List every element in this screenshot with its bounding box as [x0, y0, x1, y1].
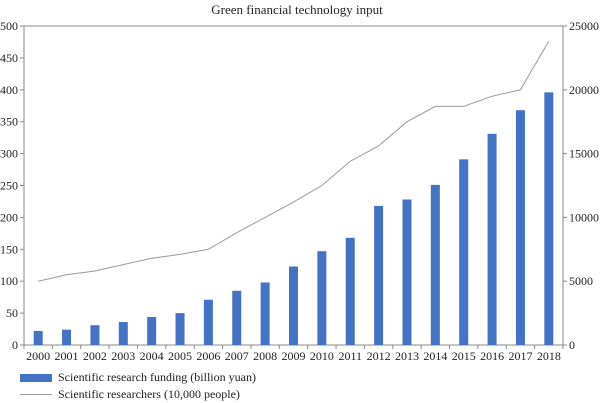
left-tick-label-200: 200: [0, 210, 18, 224]
bar-2014: [430, 184, 440, 345]
x-tick-label-2014: 2014: [423, 349, 447, 363]
legend-swatch-line: [20, 394, 52, 395]
left-tick-label-50: 50: [6, 306, 18, 320]
bar-2002: [90, 325, 100, 345]
left-tick-label-300: 300: [0, 147, 18, 161]
right-tick-label-15000: 15000: [569, 147, 599, 161]
x-tick-label-2010: 2010: [310, 349, 334, 363]
bar-2018: [544, 92, 554, 346]
chart-title: Green financial technology input: [211, 2, 383, 17]
bar-series: [33, 92, 554, 346]
bar-2008: [260, 282, 270, 345]
bar-2015: [459, 159, 469, 345]
bar-2013: [402, 199, 412, 345]
left-tick-label-150: 150: [0, 242, 18, 256]
x-tick-label-2006: 2006: [196, 349, 220, 363]
right-axis: 0 5000 10000 15000 20000 25000: [563, 19, 599, 352]
right-tick-label-0: 0: [569, 338, 575, 352]
bar-2007: [232, 290, 242, 345]
x-tick-label-2018: 2018: [537, 349, 561, 363]
x-tick-label-2004: 2004: [140, 349, 164, 363]
right-tick-label-5000: 5000: [569, 274, 593, 288]
x-tick-label-2007: 2007: [225, 349, 249, 363]
left-tick-label-350: 350: [0, 115, 18, 129]
x-tick-label-2013: 2013: [395, 349, 419, 363]
right-tick-label-10000: 10000: [569, 210, 599, 224]
x-tick-label-2011: 2011: [338, 349, 362, 363]
left-tick-label-100: 100: [0, 274, 18, 288]
left-tick-label-250: 250: [0, 179, 18, 193]
left-tick-label-450: 450: [0, 51, 18, 65]
legend-label-funding: Scientific research funding (billion yua…: [58, 370, 256, 384]
right-tick-label-20000: 20000: [569, 83, 599, 97]
bar-2010: [317, 251, 327, 345]
legend: Scientific research funding (billion yua…: [20, 369, 256, 403]
bar-2003: [118, 322, 128, 345]
x-tick-label-2009: 2009: [282, 349, 306, 363]
bar-2005: [175, 313, 185, 345]
researchers-line: [38, 41, 550, 282]
bar-2001: [62, 329, 72, 345]
bar-2009: [289, 266, 298, 345]
x-tick-label-2012: 2012: [367, 349, 391, 363]
legend-item-funding: Scientific research funding (billion yua…: [20, 369, 256, 386]
left-tick-label-0: 0: [12, 338, 18, 352]
legend-item-researchers: Scientific researchers (10,000 people): [20, 386, 256, 403]
x-tick-label-2002: 2002: [83, 349, 107, 363]
left-tick-label-500: 500: [0, 19, 18, 33]
bar-2017: [515, 110, 525, 345]
x-tick-label-2000: 2000: [26, 349, 50, 363]
bar-2000: [33, 330, 43, 345]
line-series: [38, 41, 550, 282]
x-tick-label-2005: 2005: [168, 349, 192, 363]
x-tick-label-2003: 2003: [111, 349, 135, 363]
legend-swatch-bar: [20, 373, 52, 382]
x-tick-label-2001: 2001: [55, 349, 79, 363]
legend-label-researchers: Scientific researchers (10,000 people): [58, 387, 240, 401]
left-tick-label-400: 400: [0, 83, 18, 97]
bar-2004: [147, 316, 157, 345]
x-tick-label-2017: 2017: [508, 349, 532, 363]
left-axis: 0 50 100 150 200 250 300 350 400 450 500: [0, 19, 24, 352]
bar-2016: [487, 133, 497, 345]
bar-2006: [203, 299, 213, 345]
x-axis: 2000 2001 2002 2003 2004 2005 2006 2007 2008 2009…: [23, 345, 564, 363]
x-tick-label-2015: 2015: [452, 349, 476, 363]
bar-2011: [345, 237, 355, 345]
bar-2012: [374, 205, 384, 345]
x-tick-label-2016: 2016: [480, 349, 504, 363]
x-tick-label-2008: 2008: [253, 349, 277, 363]
right-tick-label-25000: 25000: [569, 19, 599, 33]
